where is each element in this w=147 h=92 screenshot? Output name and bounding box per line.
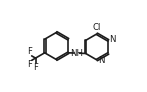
- Text: N: N: [109, 35, 116, 44]
- Text: F: F: [27, 60, 32, 69]
- Text: F: F: [27, 47, 32, 56]
- Text: NH: NH: [70, 49, 83, 58]
- Text: Cl: Cl: [93, 23, 101, 32]
- Text: N: N: [98, 56, 105, 65]
- Text: F: F: [33, 63, 38, 71]
